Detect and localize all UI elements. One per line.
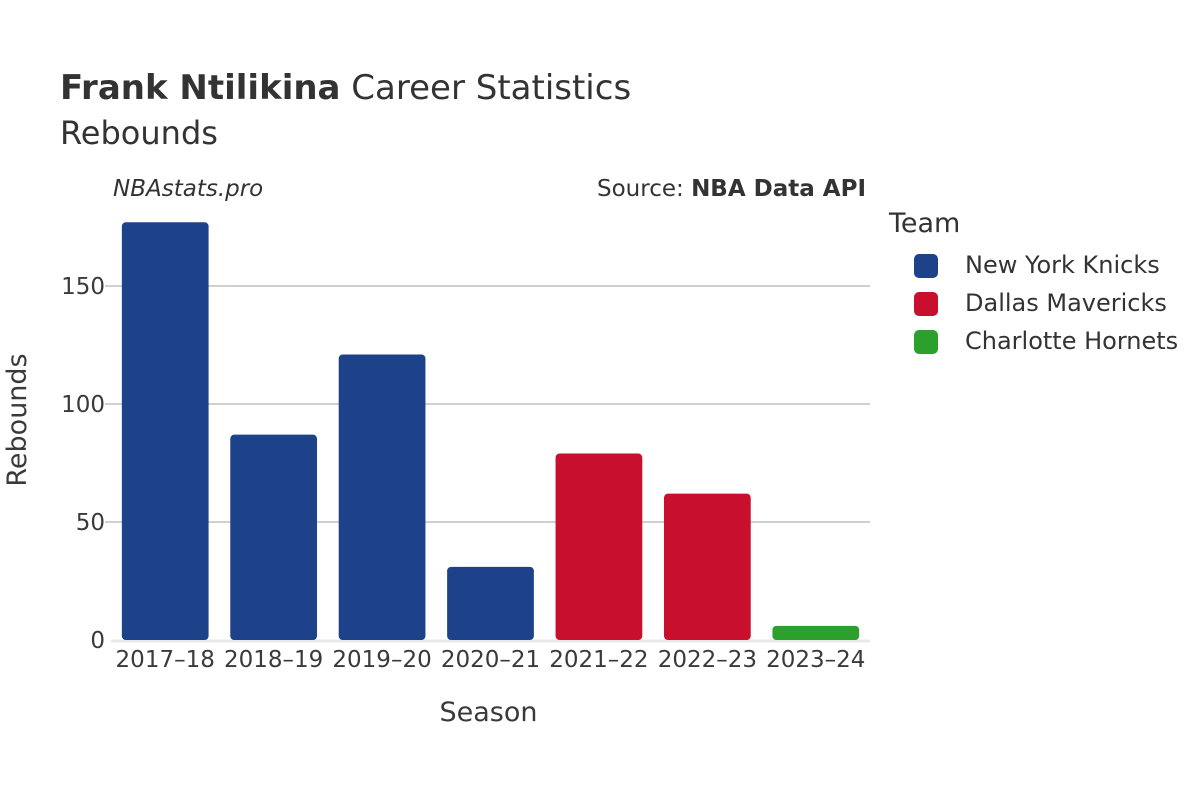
legend-label: New York Knicks	[965, 251, 1160, 279]
bar-2022–23	[663, 493, 751, 640]
legend-title: Team	[889, 208, 961, 239]
chart-title: Frank Ntilikina Career Statistics	[60, 66, 631, 110]
legend-label: Dallas Mavericks	[965, 289, 1167, 317]
source-prefix: Source:	[597, 176, 692, 202]
legend-swatch	[914, 292, 938, 316]
legend-swatch	[914, 330, 938, 354]
y-tick-label: 150	[61, 274, 105, 300]
x-tick-label: 2021–22	[549, 647, 648, 673]
bar-2019–20	[338, 354, 426, 640]
bar-2017–18	[121, 222, 209, 640]
bar-2020–21	[447, 566, 534, 640]
legend-item[interactable]: New York Knicks	[914, 251, 1160, 279]
watermark: NBAstats.pro	[113, 176, 264, 202]
x-tick-label: 2020–21	[441, 647, 540, 673]
legend-label: Charlotte Hornets	[965, 327, 1179, 355]
y-tick-label: 0	[90, 628, 105, 654]
bar-2021–22	[555, 453, 643, 640]
chart-subtitle: Rebounds	[60, 114, 218, 152]
player-name: Frank Ntilikina	[60, 68, 341, 108]
y-tick-label: 50	[76, 510, 105, 536]
source-name: NBA Data API	[691, 176, 866, 202]
x-tick-label: 2019–20	[332, 647, 431, 673]
legend-item[interactable]: Charlotte Hornets	[914, 327, 1178, 355]
legend-swatch	[914, 254, 938, 278]
x-tick-label: 2018–19	[224, 647, 323, 673]
y-tick-label: 100	[61, 392, 105, 418]
x-tick-label: 2023–24	[766, 647, 865, 673]
title-rest: Career Statistics	[340, 68, 632, 108]
x-tick-label: 2017–18	[116, 647, 215, 673]
bar-2018–19	[230, 434, 318, 640]
x-axis-title: Season	[440, 697, 538, 728]
x-tick-label: 2022–23	[658, 647, 757, 673]
source-credit: Source: NBA Data API	[597, 176, 866, 202]
bar-2023–24	[772, 625, 860, 640]
y-axis-title: Rebounds	[2, 353, 33, 486]
legend-item[interactable]: Dallas Mavericks	[914, 289, 1167, 317]
